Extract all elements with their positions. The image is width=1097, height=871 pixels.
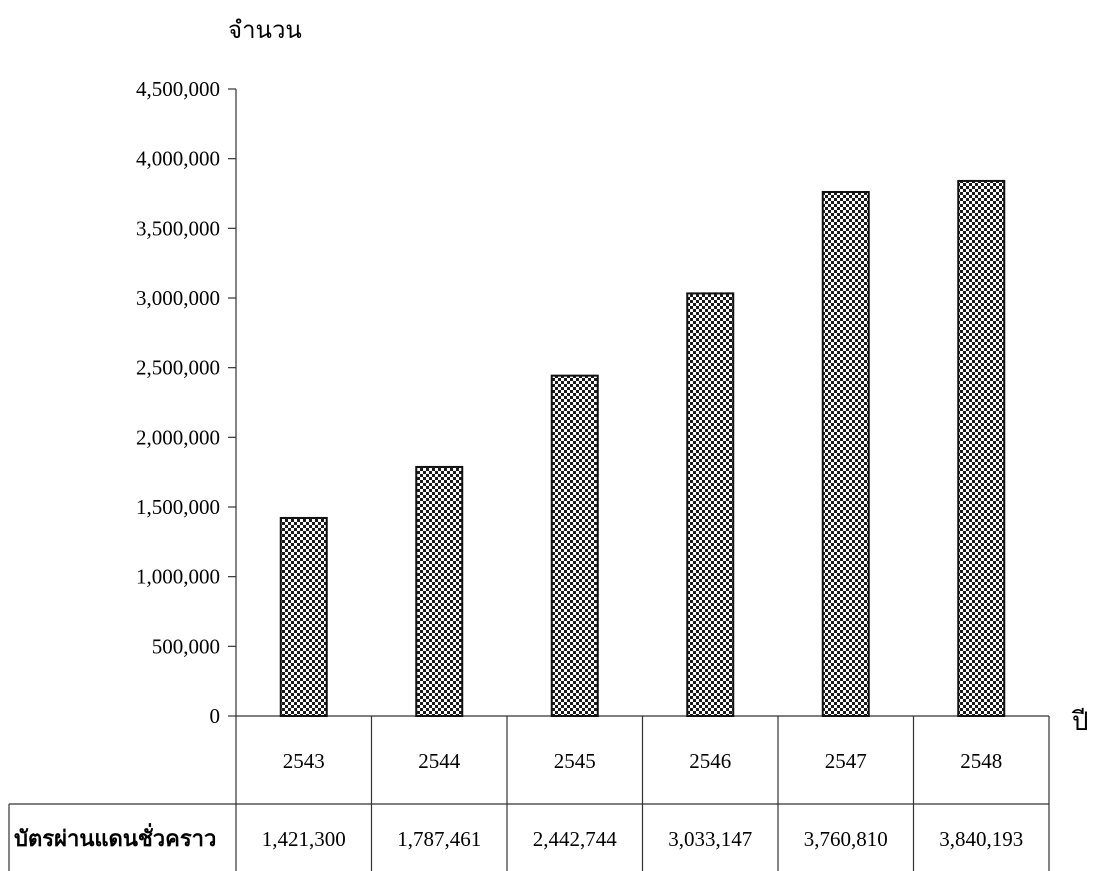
- y-axis-title: จำนวน: [228, 18, 302, 44]
- y-tick-label: 4,000,000: [136, 147, 220, 171]
- y-tick-label: 1,000,000: [136, 565, 220, 589]
- x-category-label: 2546: [689, 749, 731, 773]
- y-tick-label: 1,500,000: [136, 495, 220, 519]
- y-tick-label: 500,000: [152, 634, 220, 658]
- bars: [279, 179, 1006, 718]
- bar: [279, 516, 328, 717]
- y-tick-label: 2,500,000: [136, 356, 220, 380]
- table-value: 1,421,300: [262, 827, 346, 851]
- table-value: 2,442,744: [533, 827, 618, 851]
- data-table: บัตรผ่านแดนชั่วคราว: [8, 716, 1050, 871]
- table-cells: 2543 1,421,300 2544 1,787,461 2545 2,442,744 2…: [262, 716, 1023, 871]
- bar: [957, 179, 1006, 717]
- axes: [235, 89, 1049, 717]
- table-value: 3,760,810: [804, 827, 888, 851]
- table-value: 3,840,193: [939, 827, 1023, 851]
- y-tick-label: 4,500,000: [136, 77, 220, 101]
- table-value: 1,787,461: [397, 827, 481, 851]
- table-value: 3,033,147: [668, 827, 752, 851]
- x-category-label: 2547: [825, 749, 867, 773]
- x-category-label: 2544: [418, 749, 461, 773]
- y-tick-label: 3,000,000: [136, 286, 220, 310]
- bar: [550, 374, 599, 717]
- y-ticks: 0 500,000 1,000,000 1,500,000 2,000,000 2,500…: [136, 77, 236, 728]
- x-category-label: 2543: [283, 749, 325, 773]
- x-category-label: 2545: [554, 749, 596, 773]
- bar: [821, 190, 870, 717]
- y-tick-label: 0: [210, 704, 221, 728]
- y-tick-label: 2,000,000: [136, 425, 220, 449]
- bar: [686, 292, 735, 717]
- x-axis-unit-label: ปี: [1071, 707, 1089, 736]
- bar: [415, 465, 464, 718]
- y-tick-label: 3,500,000: [136, 216, 220, 240]
- table-row-label: บัตรผ่านแดนชั่วคราว: [14, 822, 216, 851]
- x-category-label: 2548: [960, 749, 1002, 773]
